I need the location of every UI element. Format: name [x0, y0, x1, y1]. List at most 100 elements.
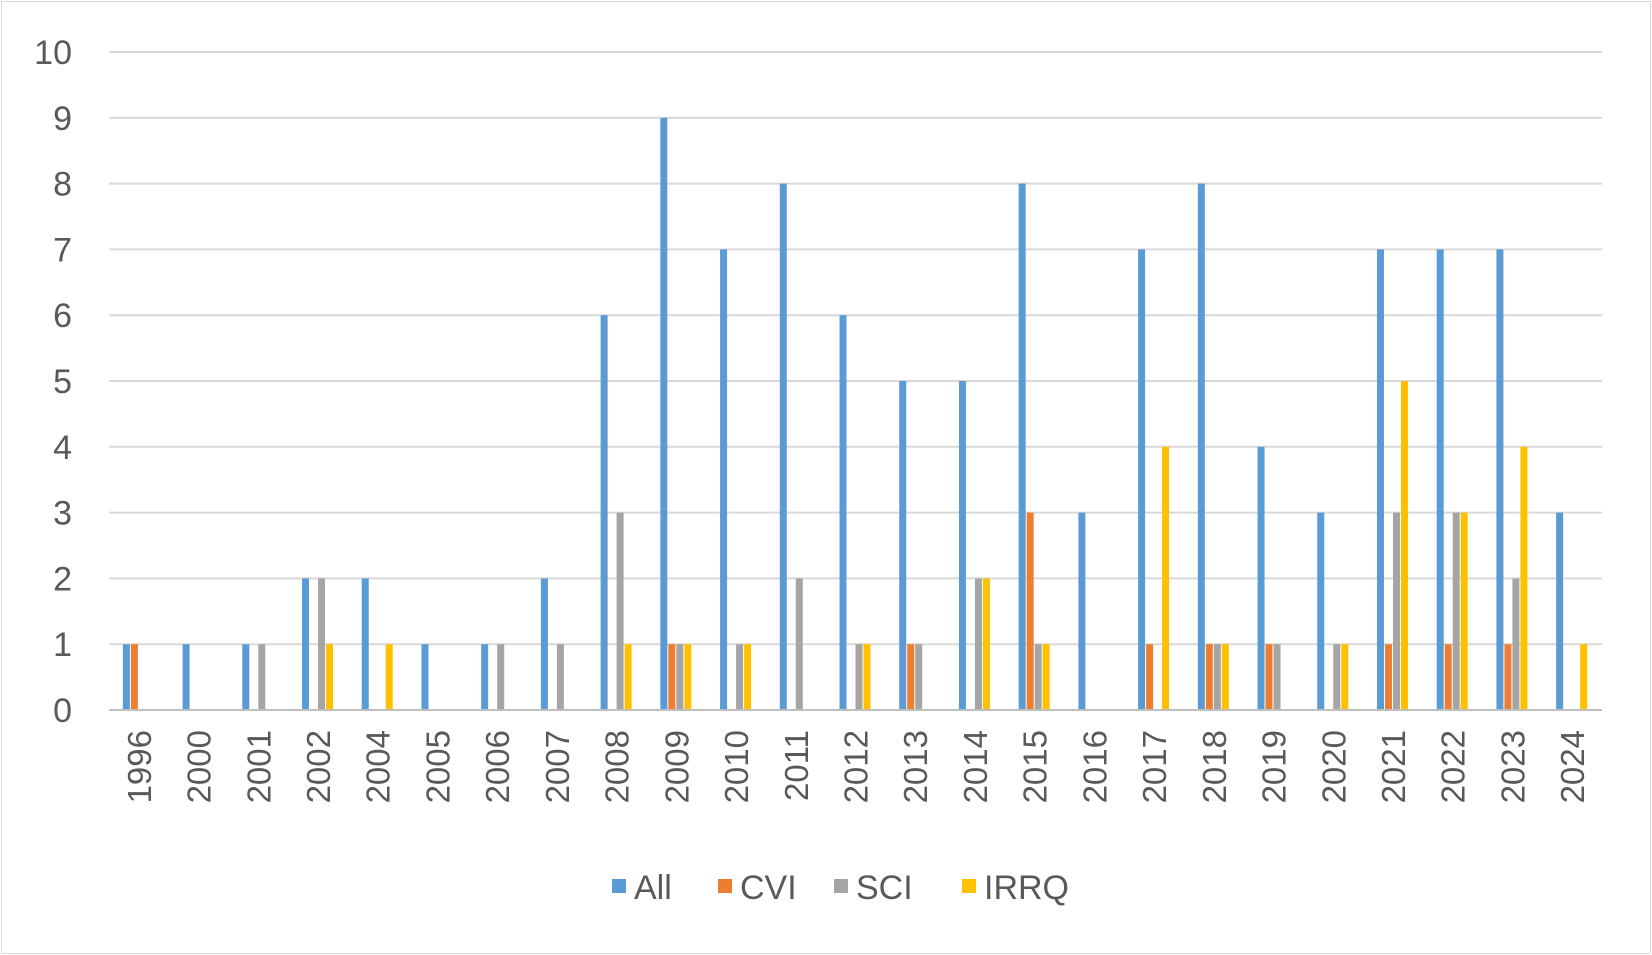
x-tick-label: 2018	[1196, 730, 1233, 803]
x-tick-label: 2022	[1435, 730, 1472, 803]
legend: All CVI SCI IRRQ	[612, 869, 1069, 907]
bar-all-2008	[600, 315, 608, 710]
x-tick-label: 2005	[419, 730, 456, 803]
x-tick-label: 2012	[838, 730, 875, 803]
bar-all-2024	[1556, 512, 1564, 710]
bar-irrq-2002	[326, 644, 334, 710]
bar-cvi-2019	[1265, 644, 1273, 710]
bar-all-2013	[899, 381, 907, 710]
bar-all-2001	[242, 644, 250, 710]
y-tick-label: 1	[53, 626, 72, 664]
bar-sci-2014	[974, 578, 982, 710]
legend-label-all: All	[634, 869, 672, 907]
bar-sci-2011	[795, 578, 803, 710]
bar-sci-2023	[1512, 578, 1520, 710]
legend-label-cvi: CVI	[740, 869, 797, 907]
bar-irrq-2004	[385, 644, 393, 710]
bar-sci-2021	[1392, 512, 1400, 710]
bar-irrq-2015	[1042, 644, 1050, 710]
bar-all-2012	[839, 315, 847, 710]
y-tick-label: 7	[53, 231, 72, 269]
bar-irrq-2012	[863, 644, 871, 710]
bar-irrq-2010	[744, 644, 752, 710]
bar-sci-2007	[556, 644, 564, 710]
x-tick-label: 2004	[360, 730, 397, 803]
bar-cvi-2023	[1504, 644, 1512, 710]
bar-all-2011	[779, 183, 787, 711]
x-tick-label: 2010	[718, 730, 755, 803]
x-tick-label: 2019	[1256, 730, 1293, 803]
bar-sci-2006	[497, 644, 505, 710]
legend-swatch-all	[612, 879, 626, 893]
bar-sci-2013	[915, 644, 923, 710]
bar-irrq-2020	[1341, 644, 1349, 710]
bar-all-2000	[182, 644, 190, 710]
bar-all-2022	[1436, 249, 1444, 710]
bar-all-2004	[361, 578, 369, 710]
y-tick-label: 5	[53, 363, 72, 401]
bar-all-2005	[421, 644, 429, 710]
bar-sci-2002	[318, 578, 326, 710]
bar-all-2007	[540, 578, 548, 710]
x-tick-label: 2000	[181, 730, 218, 803]
bar-all-2023	[1496, 249, 1504, 710]
bar-cvi-2009	[668, 644, 676, 710]
bar-all-2018	[1197, 183, 1205, 711]
x-axis-tick-labels: 1996 2000 2001 2002 2004 2005 2006 2007 2008 2009…	[121, 730, 1591, 803]
bar-sci-2010	[736, 644, 744, 710]
x-tick-label: 2017	[1136, 730, 1173, 803]
x-tick-label: 2002	[300, 730, 337, 803]
x-tick-label: 1996	[121, 730, 158, 803]
legend-label-irrq: IRRQ	[984, 869, 1069, 907]
y-axis-tick-labels: 0 1 2 3 4 5 6 7 8 9 10	[34, 34, 72, 730]
bar-sci-2012	[855, 644, 863, 710]
y-tick-label: 6	[53, 297, 72, 335]
bar-irrq-2024	[1580, 644, 1588, 710]
x-tick-label: 2023	[1494, 730, 1531, 803]
y-tick-label: 10	[34, 34, 72, 72]
x-tick-label: 2006	[479, 730, 516, 803]
bar-sci-2018	[1213, 644, 1221, 710]
bar-all-2006	[481, 644, 489, 710]
x-tick-label: 2013	[897, 730, 934, 803]
y-tick-label: 4	[53, 429, 72, 467]
bar-all-2021	[1376, 249, 1384, 710]
bar-all-2010	[720, 249, 728, 710]
x-tick-label: 2001	[240, 730, 277, 803]
bar-cvi-2017	[1146, 644, 1154, 710]
bar-all-2020	[1317, 512, 1325, 710]
bar-sci-2020	[1333, 644, 1341, 710]
bar-sci-2015	[1034, 644, 1042, 710]
bar-irrq-2017	[1162, 446, 1170, 710]
bar-cvi-2015	[1026, 512, 1034, 710]
bar-sci-2022	[1452, 512, 1460, 710]
bar-cvi-2021	[1384, 644, 1392, 710]
x-tick-label: 2014	[957, 730, 994, 803]
bar-irrq-2009	[684, 644, 692, 710]
x-tick-label: 2009	[658, 730, 695, 803]
x-tick-label: 2021	[1375, 730, 1412, 803]
bar-all-2015	[1018, 183, 1026, 711]
y-tick-label: 0	[53, 692, 72, 730]
bar-irrq-2014	[982, 578, 990, 710]
legend-label-sci: SCI	[856, 869, 913, 907]
x-tick-label: 2008	[599, 730, 636, 803]
bar-all-2017	[1138, 249, 1146, 710]
x-tick-label: 2015	[1017, 730, 1054, 803]
x-tick-label: 2020	[1315, 730, 1352, 803]
bars	[122, 117, 1588, 711]
bar-all-2014	[958, 381, 966, 710]
bar-sci-2019	[1273, 644, 1281, 710]
bar-all-2019	[1257, 446, 1265, 710]
bar-all-2009	[660, 117, 668, 711]
x-tick-label: 2007	[539, 730, 576, 803]
bar-irrq-2023	[1520, 446, 1528, 710]
bar-cvi-1996	[130, 644, 138, 710]
legend-swatch-irrq	[962, 879, 976, 893]
y-tick-label: 8	[53, 166, 72, 204]
bar-sci-2009	[676, 644, 684, 710]
bar-irrq-2021	[1400, 381, 1408, 710]
legend-swatch-sci	[834, 879, 848, 893]
